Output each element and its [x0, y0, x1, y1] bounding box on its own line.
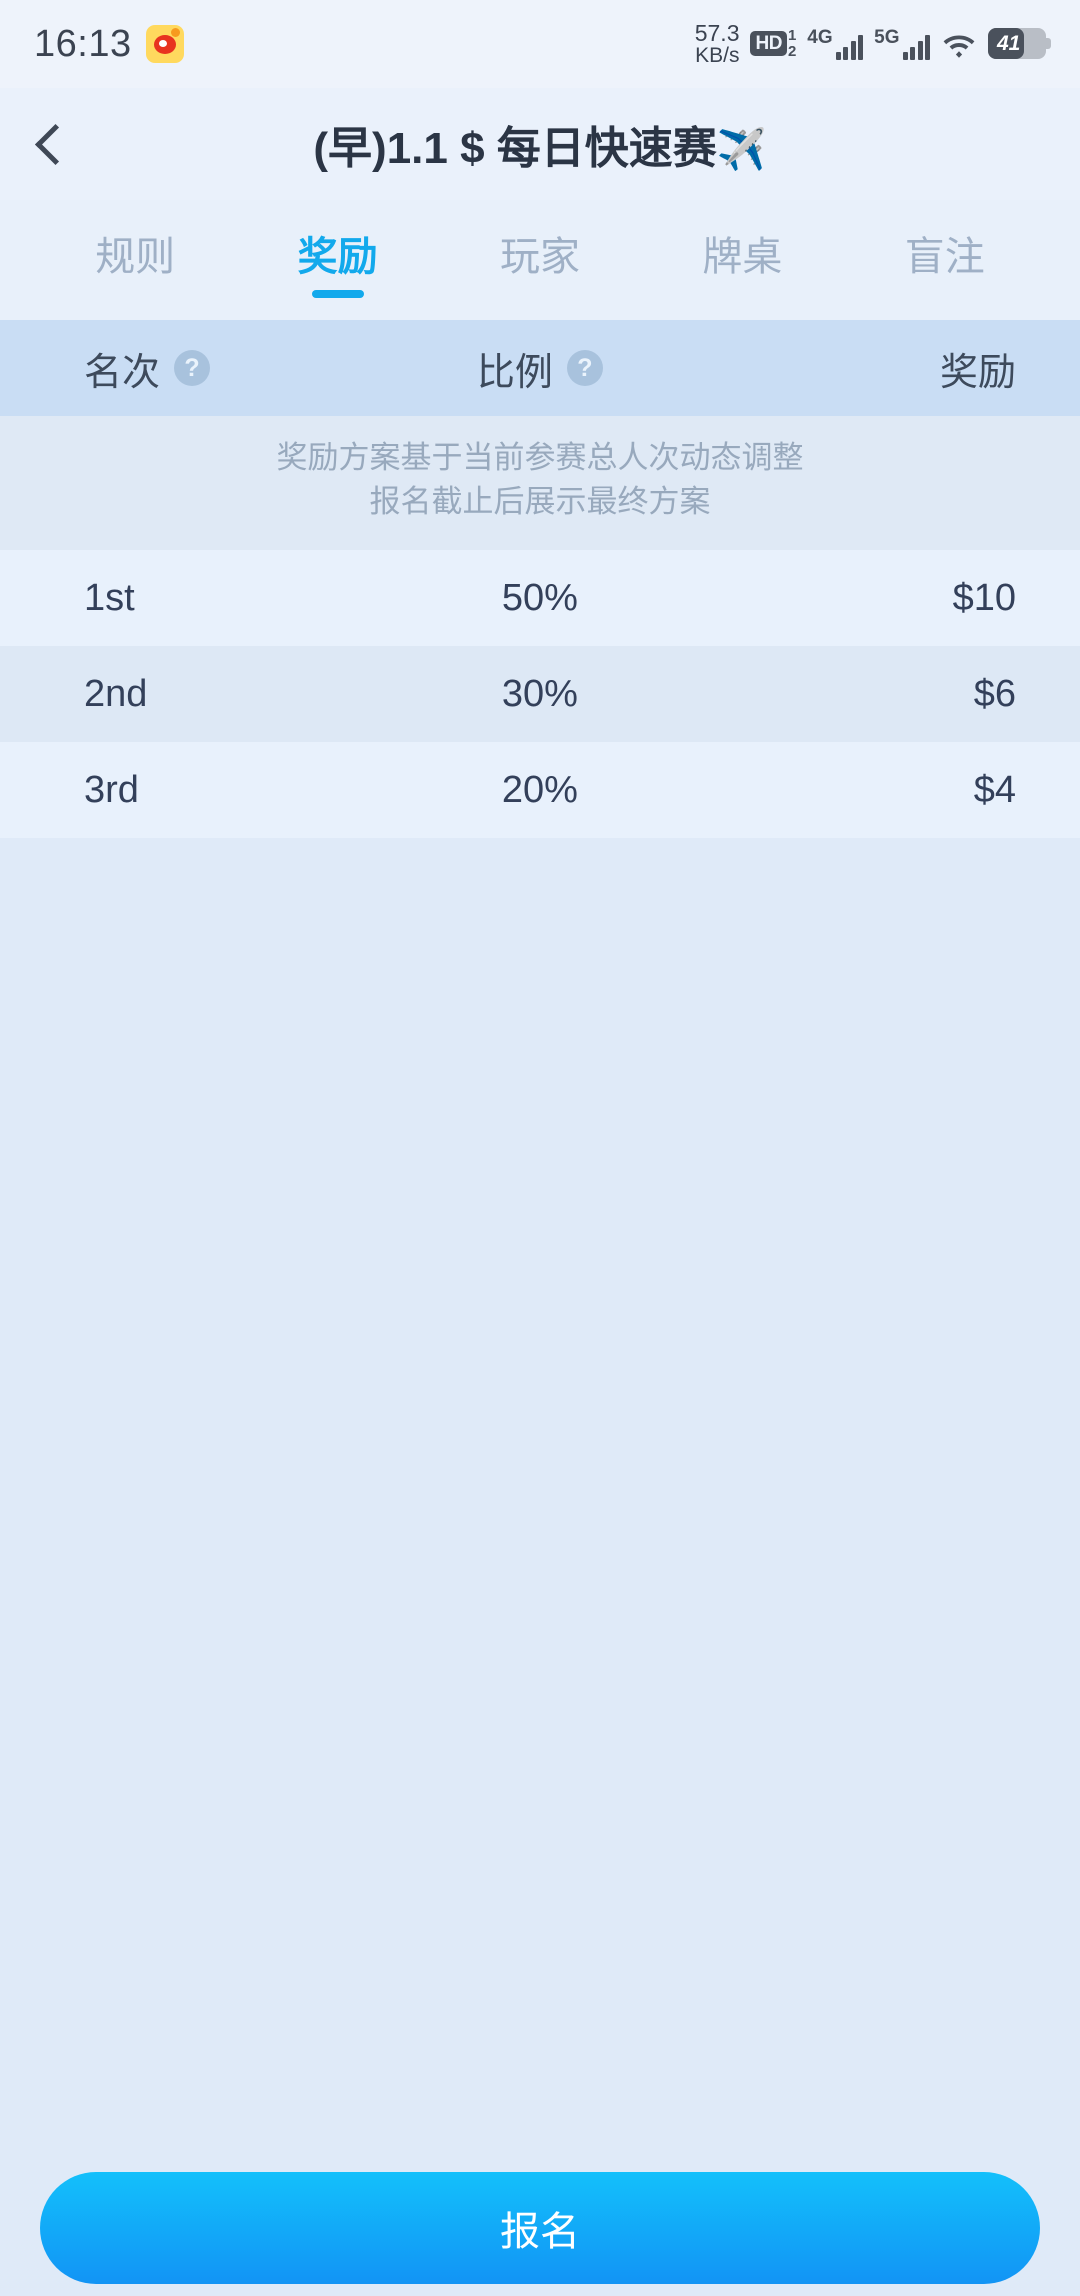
- prize-table: 名次 ? 比例 ? 奖励 奖励方案基于当前参赛总人次动态调整 报名截止后展示最终…: [0, 320, 1080, 839]
- hd-volte-icon: HD 1 2: [750, 28, 796, 60]
- sim1-signal-icon: 4G: [807, 26, 864, 60]
- hd-sim1-label: 1: [787, 27, 797, 45]
- sim2-signal-bars: [902, 34, 930, 60]
- battery-level-label: 41: [997, 31, 1021, 55]
- cell-prize: $6: [973, 672, 1016, 715]
- chevron-left-icon: [34, 123, 76, 165]
- page-title: (早)1.1 $ 每日快速赛✈️: [0, 112, 1080, 176]
- cell-rank: 2nd: [84, 672, 148, 715]
- tab-rules[interactable]: 规则: [95, 235, 176, 279]
- column-header-ratio: 比例 ?: [360, 341, 720, 396]
- sim2-signal-icon: 5G: [874, 28, 930, 60]
- column-header-ratio-label: 比例: [476, 351, 553, 394]
- column-header-prize: 奖励: [939, 351, 1016, 394]
- prize-notice-line-1: 奖励方案基于当前参赛总人次动态调整: [276, 440, 804, 475]
- table-row: 3rd 20% $4: [0, 742, 1080, 839]
- cell-rank: 3rd: [84, 768, 139, 811]
- status-clock: 16:13: [34, 22, 132, 65]
- sim1-network-label: 4G: [807, 26, 833, 48]
- airplane-icon: ✈️: [716, 128, 767, 172]
- rank-help-icon[interactable]: ?: [174, 350, 211, 386]
- page-title-text: (早)1.1 $ 每日快速赛: [313, 124, 717, 173]
- tab-players[interactable]: 玩家: [499, 235, 580, 279]
- status-bar-right: 57.3 KB/s HD 1 2 4G 5G 41: [694, 19, 1051, 68]
- hd-sim2-label: 2: [787, 42, 797, 60]
- back-button[interactable]: [0, 88, 110, 200]
- prize-notice: 奖励方案基于当前参赛总人次动态调整 报名截止后展示最终方案: [0, 416, 1080, 551]
- cell-rank: 1st: [84, 576, 135, 619]
- cell-ratio: 50%: [501, 576, 578, 619]
- tab-prizes[interactable]: 奖励: [294, 216, 382, 304]
- signup-button[interactable]: 报名: [40, 2172, 1040, 2284]
- cell-prize: $10: [952, 576, 1016, 619]
- table-row: 1st 50% $10: [0, 550, 1080, 647]
- sim1-signal-bars: [835, 34, 864, 60]
- weibo-icon: [145, 25, 184, 63]
- table-row: 2nd 30% $6: [0, 646, 1080, 743]
- network-speed-unit: KB/s: [695, 44, 740, 68]
- prize-notice-line-2: 报名截止后展示最终方案: [369, 484, 711, 520]
- column-header-rank-label: 名次: [84, 351, 161, 394]
- tab-bar: 规则 奖励 玩家 牌桌 盲注: [0, 200, 1080, 320]
- column-header-rank: 名次 ?: [0, 341, 360, 396]
- bottom-action-bar: 报名: [0, 2160, 1080, 2296]
- cell-ratio: 30%: [501, 672, 578, 715]
- status-bar-left: 16:13: [34, 23, 184, 66]
- tab-tables[interactable]: 牌桌: [702, 235, 783, 279]
- battery-icon: 41: [988, 28, 1051, 60]
- network-speed-indicator: 57.3 KB/s: [694, 19, 740, 68]
- network-speed-value: 57.3: [694, 19, 740, 46]
- sim2-network-label: 5G: [874, 26, 900, 48]
- table-header-row: 名次 ? 比例 ? 奖励: [0, 320, 1080, 416]
- ratio-help-icon[interactable]: ?: [566, 350, 603, 386]
- cell-ratio: 20%: [501, 768, 578, 811]
- tab-blinds[interactable]: 盲注: [904, 235, 985, 279]
- nav-bar: (早)1.1 $ 每日快速赛✈️: [0, 88, 1080, 200]
- hd-label: HD: [750, 31, 787, 57]
- status-bar: 16:13 57.3 KB/s HD 1 2 4G 5G: [0, 0, 1080, 88]
- cell-prize: $4: [973, 768, 1016, 811]
- wifi-icon: [941, 30, 977, 58]
